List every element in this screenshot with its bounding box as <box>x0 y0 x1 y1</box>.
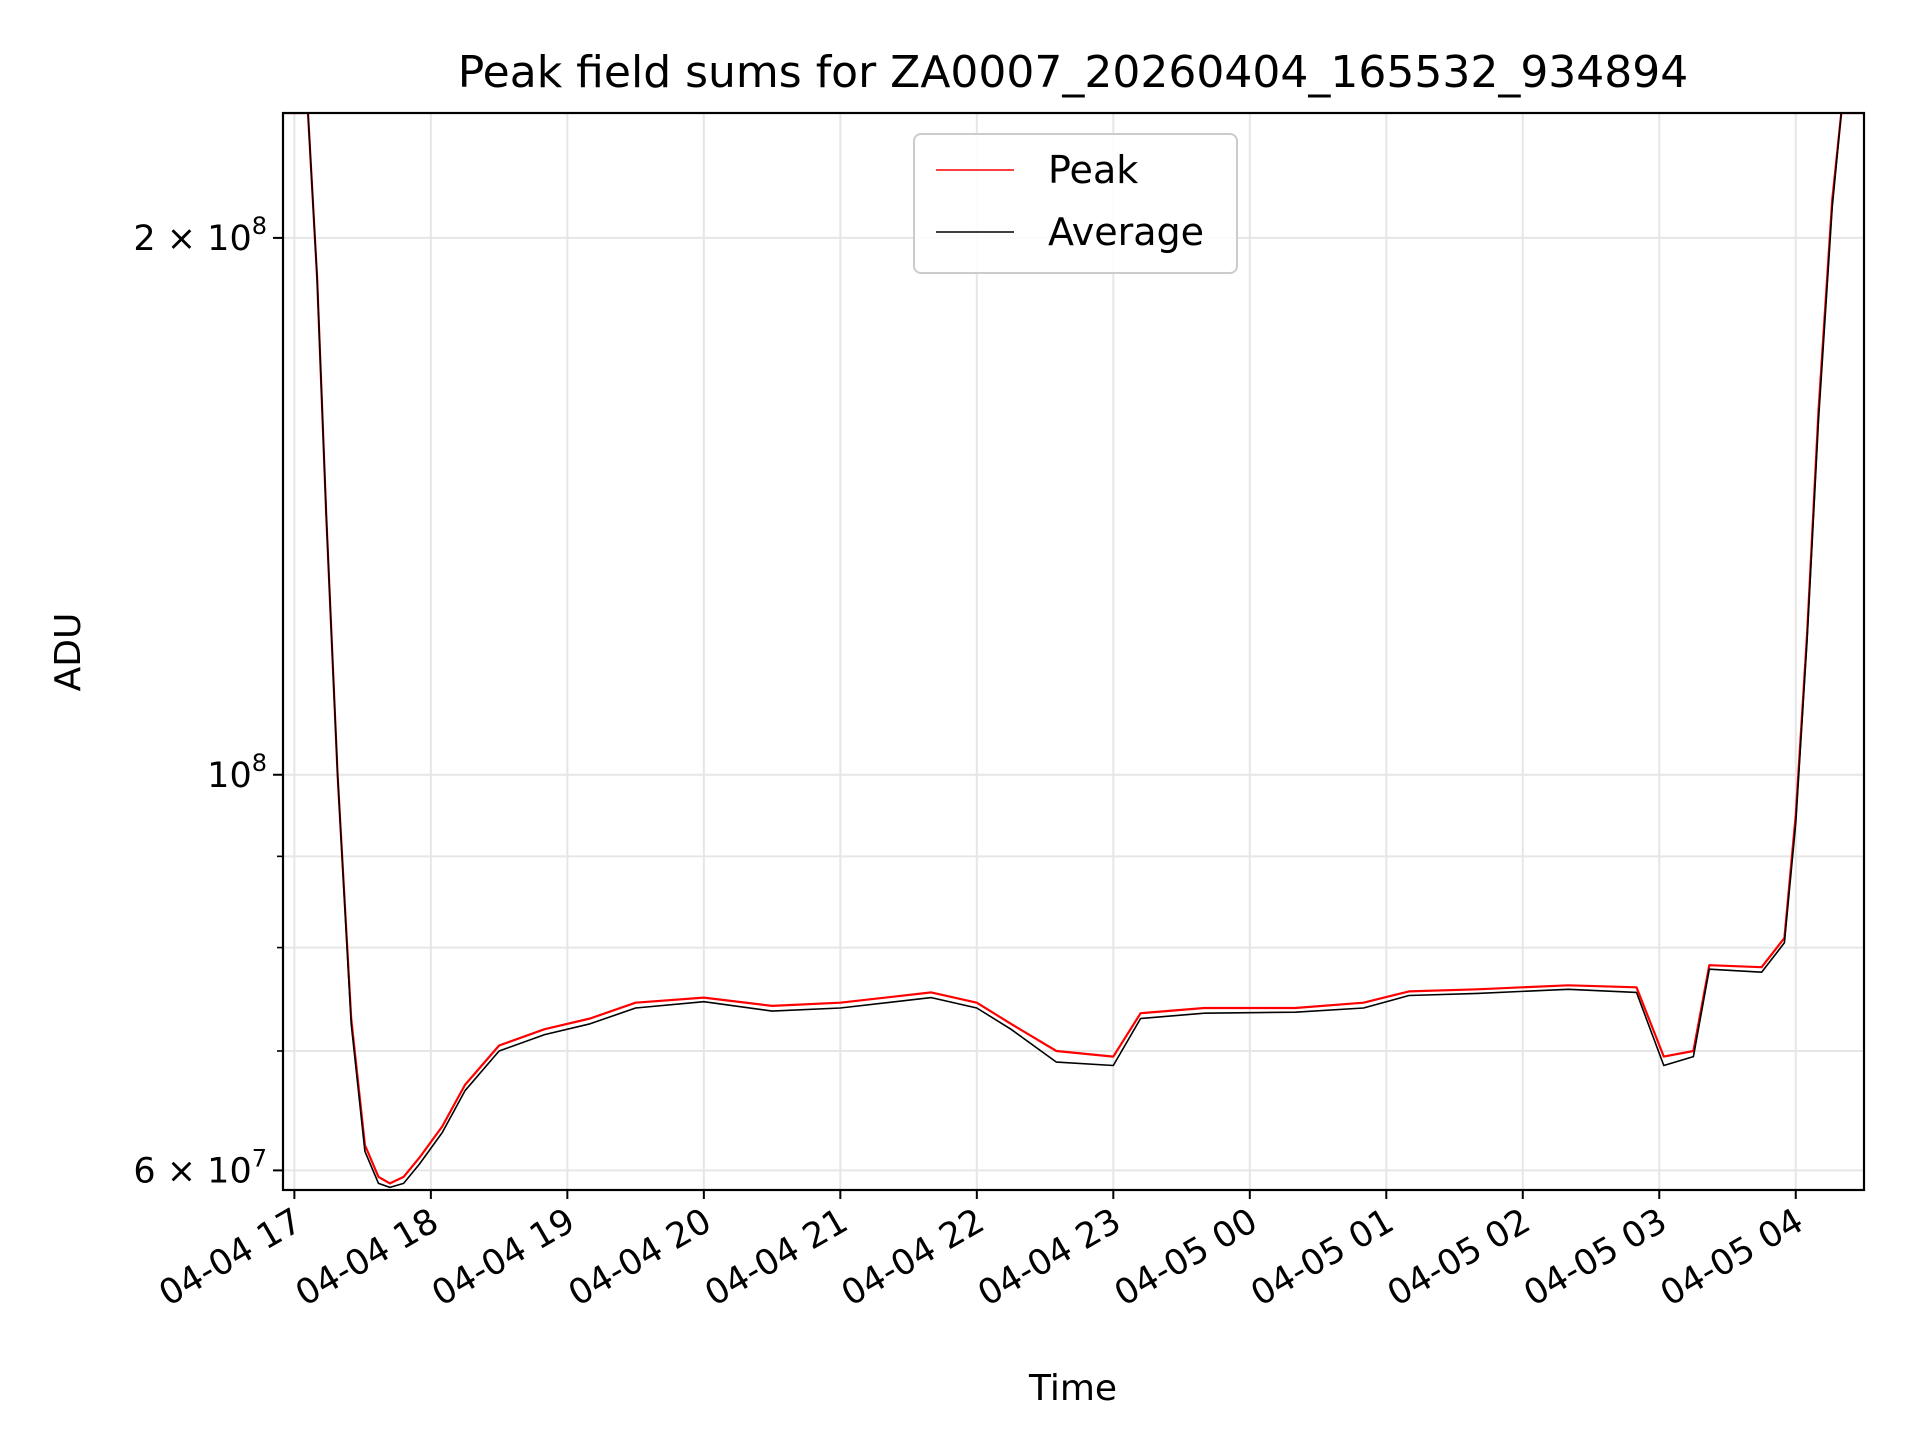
y-axis-label: ADU <box>48 613 89 692</box>
chart-title: Peak field sums for ZA0007_20260404_1655… <box>458 47 1689 98</box>
x-axis-label: Time <box>1028 1368 1117 1409</box>
legend: Peak Average <box>913 133 1238 274</box>
y-axis: 6 × 107 108 2 × 108 <box>133 212 283 1191</box>
legend-label-peak: Peak <box>1048 148 1138 192</box>
y-tick-label: 108 <box>207 749 267 796</box>
series-line-average <box>283 113 1864 1189</box>
plot-frame <box>281 111 1866 1192</box>
y-tick-label: 6 × 107 <box>133 1144 267 1191</box>
legend-label-average: Average <box>1048 210 1204 254</box>
y-tick-label: 2 × 108 <box>133 212 267 259</box>
legend-box <box>913 133 1238 274</box>
series-layer <box>283 113 1864 1189</box>
series-line-peak <box>283 113 1864 1185</box>
